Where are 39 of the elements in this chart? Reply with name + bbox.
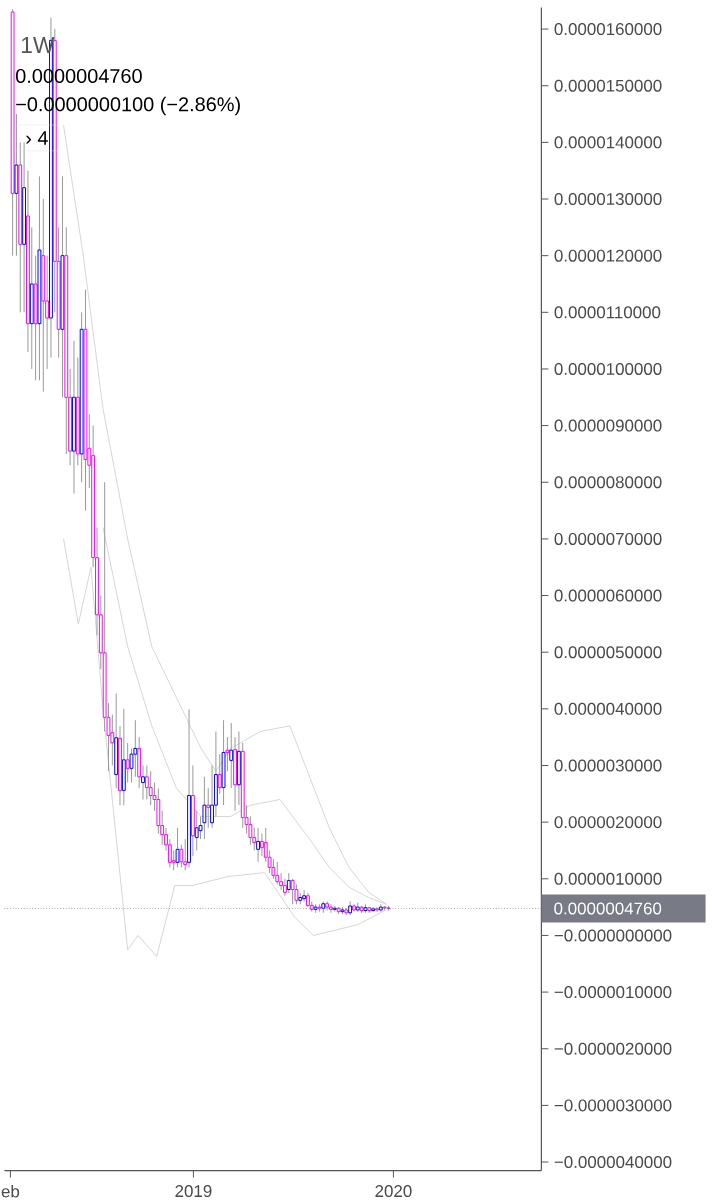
y-tick-label: −0.0000010000 [554,986,672,999]
candlestick [175,827,180,868]
candlestick [286,872,291,894]
y-tick-label: 0.0000030000 [554,759,662,772]
candlestick [179,844,184,868]
candlestick [290,878,295,905]
candlestick [133,719,138,778]
y-tick-label: 0.0000090000 [554,419,662,432]
y-tick-label: 0.0000080000 [554,476,662,489]
candlestick [325,900,330,912]
candlestick [202,776,207,840]
x-tick-label: eb [1,1185,20,1198]
line-series [63,538,386,957]
y-tick-label: −0.0000030000 [554,1099,672,1112]
y-tick-label: 0.0000070000 [554,532,662,545]
y-tick-label: 0.0000120000 [554,249,662,262]
candlestick [256,827,261,863]
y-tick-label: 0.0000130000 [554,193,662,206]
candlestick [206,787,211,829]
annotation: › 4 [26,131,48,145]
y-tick-label: 0.0000110000 [554,306,661,319]
candlestick [329,903,333,914]
y-tick-label: 0.0000100000 [554,362,662,375]
y-tick-label: −0.0000000000 [554,929,672,942]
y-tick-label: −0.0000020000 [554,1042,672,1055]
x-tick-label: 2020 [375,1185,412,1198]
y-tick-label: 0.0000050000 [554,646,662,659]
y-tick-label: 0.0000040000 [554,702,662,715]
y-tick-label: 0.0000020000 [554,816,662,829]
y-tick-label: 0.0000140000 [554,136,662,149]
y-tick-label: −0.0000040000 [554,1156,672,1169]
candlestick [229,722,234,789]
y-tick-label: 0.0000010000 [554,872,662,885]
candlestick [302,889,307,902]
y-tick-label: 0.0000160000 [554,23,662,36]
x-tick-label: 2019 [175,1185,212,1198]
y-tick-label: 0.0000150000 [554,79,662,92]
ref-line-label: 0.0000004760 [554,902,662,915]
y-tick-label: 0.0000060000 [554,589,662,602]
